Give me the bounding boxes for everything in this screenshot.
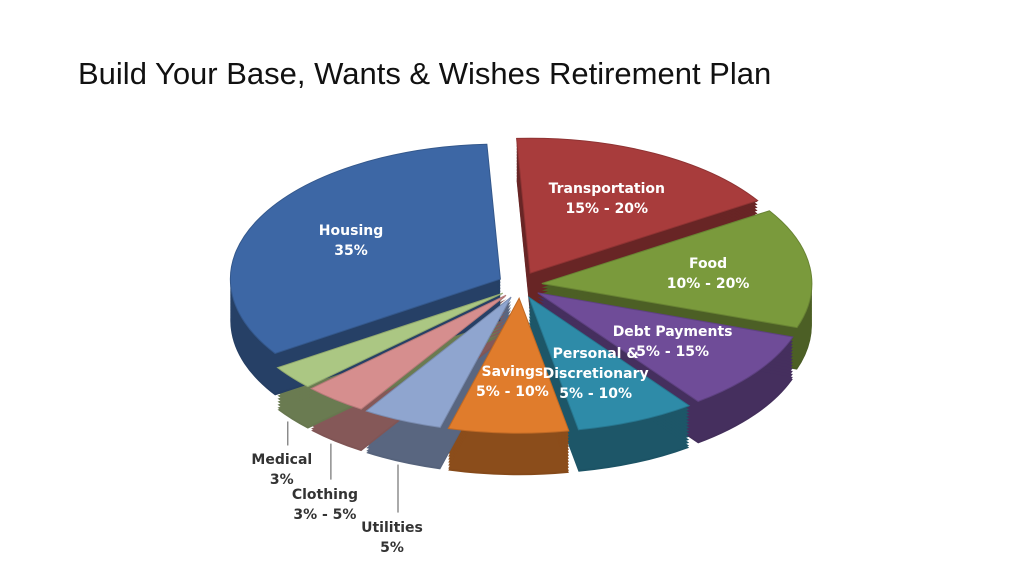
- slice-label: Medical 3%: [251, 450, 312, 490]
- slice-label: Clothing 3% - 5%: [292, 485, 358, 525]
- slice-label: Utilities 5%: [361, 518, 423, 558]
- category-label: Housing: [318, 223, 384, 240]
- category-label: Utilities: [361, 519, 423, 536]
- category-label: Personal & Discretionary: [542, 345, 649, 382]
- slice-tops: [229, 137, 813, 434]
- slice-label: Personal & Discretionary 5% - 10%: [531, 344, 661, 404]
- value-label: 3%: [269, 472, 294, 489]
- value-label: 5% - 15%: [636, 344, 710, 361]
- slice: [537, 292, 794, 402]
- value-label: 5%: [380, 539, 404, 556]
- value-label: 15% - 20%: [565, 200, 649, 217]
- category-label: Transportation: [548, 180, 666, 197]
- chart-title: Build Your Base, Wants & Wishes Retireme…: [78, 56, 772, 91]
- category-label: Savings: [481, 363, 544, 380]
- slice: [365, 296, 512, 428]
- slice-label: Housing 35%: [319, 221, 383, 261]
- slice-label: Transportation 15% - 20%: [549, 179, 665, 219]
- slice-label: Debt Payments 5% - 15%: [613, 322, 733, 362]
- slice-label: Food 10% - 20%: [667, 254, 750, 294]
- slice-label: Savings 5% - 10%: [476, 362, 549, 402]
- slice: [447, 296, 570, 434]
- value-label: 3% - 5%: [293, 506, 357, 523]
- value-label: 5% - 10%: [559, 385, 633, 402]
- slice: [229, 143, 501, 354]
- slice: [276, 292, 504, 388]
- slice: [541, 210, 813, 329]
- slice: [527, 295, 691, 431]
- category-label: Food: [688, 255, 728, 272]
- slice: [516, 137, 759, 274]
- value-label: 5% - 10%: [475, 383, 549, 400]
- value-label: 35%: [334, 243, 368, 260]
- category-label: Debt Payments: [612, 324, 733, 341]
- category-label: Medical: [251, 452, 313, 469]
- slice: [309, 294, 507, 410]
- value-label: 10% - 20%: [666, 275, 750, 292]
- category-label: Clothing: [291, 486, 358, 503]
